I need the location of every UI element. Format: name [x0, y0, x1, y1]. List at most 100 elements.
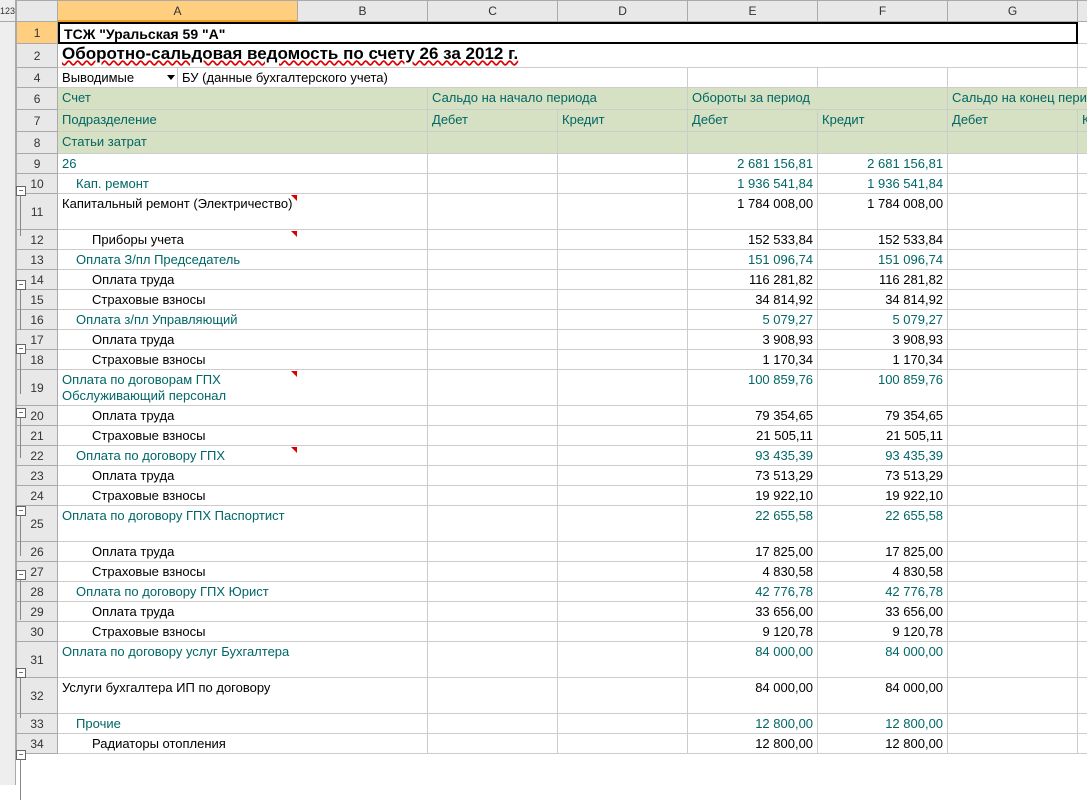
select-all-corner[interactable] [16, 0, 58, 22]
cell[interactable] [558, 330, 688, 350]
cell[interactable] [1078, 714, 1087, 734]
cell[interactable]: 1 936 541,84 [818, 174, 948, 194]
cell[interactable] [428, 406, 558, 426]
cell[interactable] [1078, 446, 1087, 466]
row-header[interactable]: 6 [16, 88, 58, 110]
row-header[interactable]: 9 [16, 154, 58, 174]
cell[interactable]: БУ (данные бухгалтерского учета) [178, 68, 688, 88]
cell[interactable]: Услуги бухгалтера ИП по договору [58, 678, 298, 714]
cell[interactable]: 12 800,00 [688, 714, 818, 734]
row-header[interactable]: 4 [16, 68, 58, 88]
cell[interactable]: Оборотно-сальдовая ведомость по счету 26… [58, 44, 1078, 68]
cell[interactable] [298, 562, 428, 582]
cell[interactable]: 3 908,93 [818, 330, 948, 350]
cell[interactable] [428, 426, 558, 446]
cell[interactable] [558, 310, 688, 330]
cell[interactable]: Сальдо на конец периода [948, 88, 1087, 110]
cell[interactable] [1078, 734, 1087, 754]
cell[interactable]: Кредит [818, 110, 948, 132]
cell[interactable]: Оплата З/пл Председатель [58, 250, 298, 270]
outline-level-3[interactable]: 3 [10, 6, 15, 16]
cell[interactable] [1078, 230, 1087, 250]
cell[interactable] [948, 68, 1078, 88]
cell[interactable] [948, 406, 1078, 426]
cell[interactable]: 152 533,84 [818, 230, 948, 250]
row-header[interactable]: 23 [16, 466, 58, 486]
cell[interactable] [558, 642, 688, 678]
cell[interactable] [948, 230, 1078, 250]
cell[interactable]: 26 [58, 154, 298, 174]
cell[interactable] [948, 678, 1078, 714]
cell[interactable] [1078, 270, 1087, 290]
row-header[interactable]: 29 [16, 602, 58, 622]
cell[interactable]: 93 435,39 [688, 446, 818, 466]
cell[interactable]: 151 096,74 [688, 250, 818, 270]
cell[interactable] [428, 542, 558, 562]
cell[interactable]: Капитальный ремонт (Электричество) [58, 194, 298, 230]
cell[interactable]: 100 859,76 [688, 370, 818, 406]
cell[interactable] [298, 678, 428, 714]
cell[interactable]: 84 000,00 [688, 678, 818, 714]
cell[interactable] [1078, 678, 1087, 714]
cell[interactable] [1078, 542, 1087, 562]
cell[interactable] [558, 174, 688, 194]
row-header[interactable]: 21 [16, 426, 58, 446]
cell[interactable] [428, 132, 558, 154]
cell[interactable] [948, 582, 1078, 602]
cell[interactable]: 34 814,92 [818, 290, 948, 310]
cell[interactable] [948, 562, 1078, 582]
cell[interactable] [558, 678, 688, 714]
cell[interactable]: Дебет [948, 110, 1078, 132]
cell[interactable] [428, 714, 558, 734]
col-header-B[interactable]: B [298, 0, 428, 22]
cell[interactable] [428, 602, 558, 622]
row-header[interactable]: 12 [16, 230, 58, 250]
cell[interactable] [558, 350, 688, 370]
col-header-F[interactable]: F [818, 0, 948, 22]
row-header[interactable]: 15 [16, 290, 58, 310]
row-header[interactable]: 32 [16, 678, 58, 714]
cell[interactable]: Кредит [1078, 110, 1087, 132]
cell[interactable]: 2 681 156,81 [688, 154, 818, 174]
cell[interactable]: 84 000,00 [818, 642, 948, 678]
cell[interactable] [948, 446, 1078, 466]
cell[interactable] [1078, 22, 1087, 44]
cell[interactable] [298, 154, 428, 174]
cell[interactable] [1078, 330, 1087, 350]
cell[interactable] [948, 310, 1078, 330]
cell[interactable]: 84 000,00 [688, 642, 818, 678]
cell[interactable]: Оплата по договорам ГПХ Обслуживающий пе… [58, 370, 298, 406]
cell[interactable]: Оплата труда [58, 270, 298, 290]
cell[interactable] [1078, 582, 1087, 602]
cell[interactable] [558, 406, 688, 426]
outline-collapse-btn[interactable]: − [16, 570, 26, 580]
cell[interactable] [948, 426, 1078, 446]
row-header[interactable]: 22 [16, 446, 58, 466]
cell[interactable] [688, 68, 818, 88]
cell[interactable] [558, 506, 688, 542]
cell[interactable] [948, 154, 1078, 174]
cell[interactable] [1078, 622, 1087, 642]
cell[interactable] [298, 250, 428, 270]
cell[interactable]: Оплата труда [58, 330, 298, 350]
cell[interactable] [1078, 68, 1087, 88]
cell[interactable] [298, 110, 428, 132]
cell[interactable]: 4 830,58 [688, 562, 818, 582]
cell[interactable]: Оплата труда [58, 466, 298, 486]
cell[interactable] [558, 250, 688, 270]
cell[interactable]: Обороты за период [688, 88, 948, 110]
cell[interactable]: Кап. ремонт [58, 174, 298, 194]
cell[interactable] [298, 446, 428, 466]
cell[interactable]: Оплата по договору услуг Бухгалтера [58, 642, 298, 678]
cell[interactable] [558, 426, 688, 446]
cell[interactable] [948, 642, 1078, 678]
cell[interactable]: Дебет [688, 110, 818, 132]
cell[interactable] [428, 174, 558, 194]
cell[interactable] [428, 194, 558, 230]
cell[interactable] [298, 602, 428, 622]
cell[interactable] [558, 370, 688, 406]
cell[interactable] [558, 562, 688, 582]
cell[interactable]: 5 079,27 [688, 310, 818, 330]
cell[interactable] [948, 330, 1078, 350]
row-header[interactable]: 11 [16, 194, 58, 230]
